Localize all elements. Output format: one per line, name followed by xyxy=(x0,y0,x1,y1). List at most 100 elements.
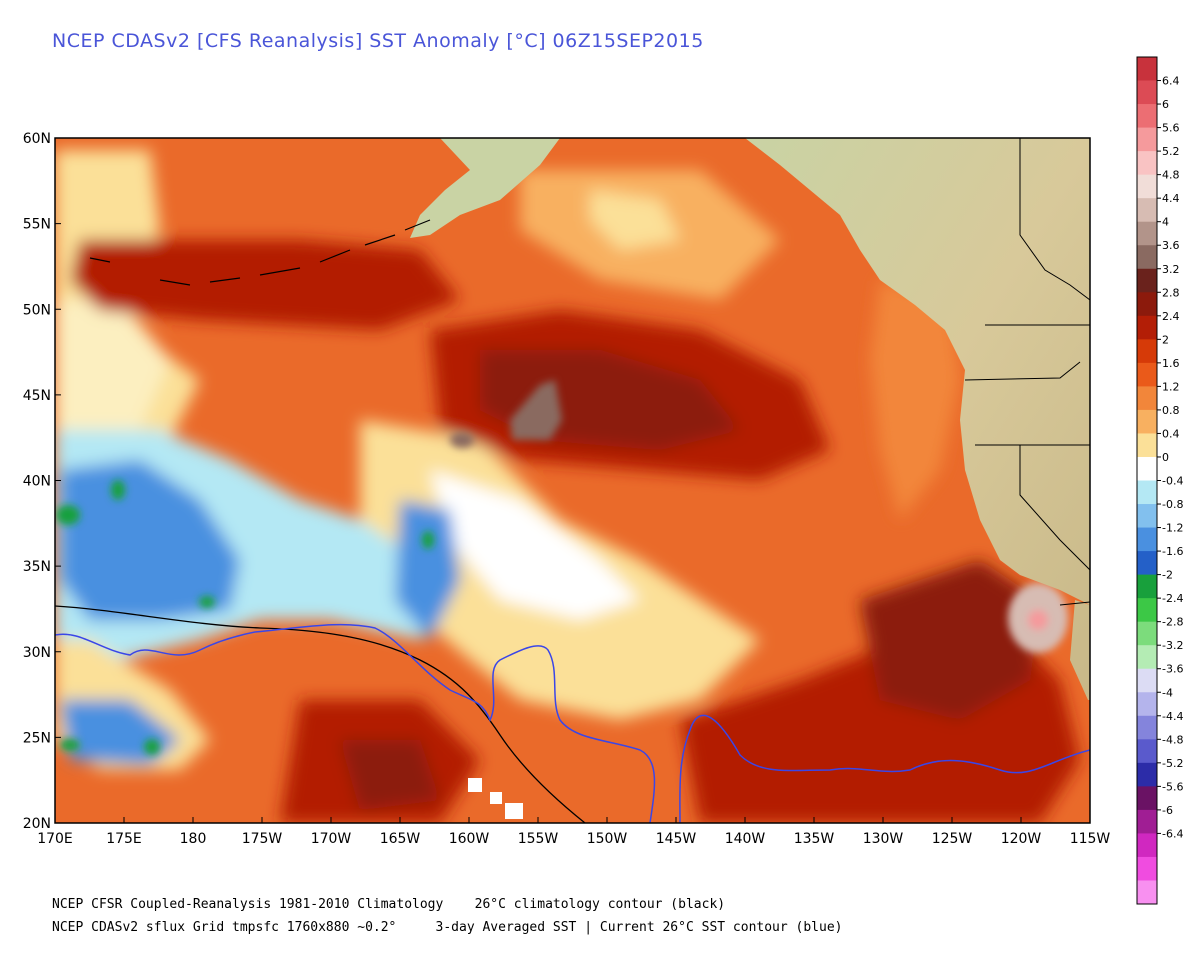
hawaii-islands xyxy=(468,778,523,819)
colorbar-swatch xyxy=(1137,598,1157,623)
lat-tick-label: 60N xyxy=(23,131,51,147)
colorbar-swatch xyxy=(1137,574,1157,599)
land-masses xyxy=(410,138,1090,700)
colorbar-label: -4.8 xyxy=(1162,733,1183,746)
colorbar-swatch xyxy=(1137,668,1157,693)
colorbar-label: 1.2 xyxy=(1162,380,1180,393)
colorbar-swatch xyxy=(1137,621,1157,646)
lon-tick-label: 170E xyxy=(37,831,73,847)
lon-tick-label: 115W xyxy=(1070,831,1111,847)
lon-tick-label: 135W xyxy=(794,831,835,847)
lon-tick-label: 160W xyxy=(449,831,490,847)
lat-tick-label: 20N xyxy=(23,816,51,832)
colorbar-swatch xyxy=(1137,268,1157,293)
colorbar-swatch xyxy=(1137,692,1157,717)
colorbar-label: 2.4 xyxy=(1162,310,1180,323)
colorbar-swatch xyxy=(1137,127,1157,152)
colorbar-label: 4.4 xyxy=(1162,192,1180,205)
colorbar-label: 2 xyxy=(1162,333,1169,346)
footer-climatology-note: NCEP CFSR Coupled-Reanalysis 1981-2010 C… xyxy=(52,897,726,912)
lat-tick-label: 45N xyxy=(23,388,51,404)
political-borders xyxy=(964,138,1090,606)
colorbar-label: -1.2 xyxy=(1162,522,1183,535)
lon-tick-label: 145W xyxy=(656,831,697,847)
lat-tick-label: 30N xyxy=(23,645,51,661)
colorbar-label: -4.4 xyxy=(1162,710,1183,723)
colorbar-swatch xyxy=(1137,504,1157,529)
colorbar-label: 4.8 xyxy=(1162,169,1180,182)
lon-tick-label: 155W xyxy=(518,831,559,847)
colorbar-label: -6 xyxy=(1162,804,1173,817)
colorbar-label: 6 xyxy=(1162,98,1169,111)
colorbar-swatch xyxy=(1137,362,1157,387)
lon-tick-label: 175W xyxy=(242,831,283,847)
colorbar-swatch xyxy=(1137,386,1157,411)
climatology-26c-contour xyxy=(55,605,586,823)
footer-data-note: NCEP CDASv2 sflux Grid tmpsfc 1760x880 ~… xyxy=(52,920,843,935)
colorbar-swatch xyxy=(1137,57,1157,82)
colorbar-swatch xyxy=(1137,762,1157,787)
colorbar-label: 3.2 xyxy=(1162,263,1180,276)
colorbar-swatch xyxy=(1137,104,1157,129)
colorbar-label: -1.6 xyxy=(1162,545,1183,558)
colorbar-label: -2 xyxy=(1162,569,1173,582)
colorbar-swatch xyxy=(1137,315,1157,340)
colorbar-label: -5.6 xyxy=(1162,780,1183,793)
colorbar: 6.4 6 5.6 5.2 4.8 4.4 4 3.6 3.2 2.8 2.4 2 1.6 1.2 0.8 0… xyxy=(1136,56,1183,905)
lon-tick-label: 120W xyxy=(1001,831,1042,847)
longitude-axis: 170E 175E 180 175W 170W 165W 160W 155W 150W 145W 1… xyxy=(37,817,1110,847)
colorbar-label: 1.6 xyxy=(1162,357,1180,370)
colorbar-swatch xyxy=(1137,245,1157,270)
colorbar-swatch xyxy=(1137,198,1157,223)
colorbar-label: -6.4 xyxy=(1162,827,1183,840)
anomaly-field xyxy=(55,138,1090,823)
colorbar-label: -3.2 xyxy=(1162,639,1183,652)
lat-tick-label: 50N xyxy=(23,302,51,318)
lon-tick-label: 125W xyxy=(932,831,973,847)
lon-tick-label: 170W xyxy=(311,831,352,847)
colorbar-swatch xyxy=(1137,856,1157,881)
colorbar-swatch xyxy=(1137,174,1157,199)
colorbar-swatch xyxy=(1137,339,1157,364)
colorbar-swatch xyxy=(1137,715,1157,740)
colorbar-label: 4 xyxy=(1162,216,1169,229)
colorbar-label: -4 xyxy=(1162,686,1173,699)
colorbar-swatch xyxy=(1137,739,1157,764)
colorbar-swatch xyxy=(1137,551,1157,576)
colorbar-swatch xyxy=(1137,527,1157,552)
colorbar-label: 3.6 xyxy=(1162,239,1180,252)
colorbar-label: -0.8 xyxy=(1162,498,1183,511)
lat-tick-label: 25N xyxy=(23,730,51,746)
latitude-axis: 60N 55N 50N 45N 40N 35N 30N 25N 20N xyxy=(23,131,61,832)
colorbar-swatch xyxy=(1137,809,1157,834)
current-26c-contour xyxy=(55,623,656,823)
lat-tick-label: 55N xyxy=(23,217,51,233)
colorbar-swatch xyxy=(1137,151,1157,176)
aleutian-islands xyxy=(89,219,431,286)
colorbar-label: -0.4 xyxy=(1162,475,1183,488)
lon-tick-label: 150W xyxy=(587,831,628,847)
colorbar-label: 0 xyxy=(1162,451,1169,464)
lat-tick-label: 35N xyxy=(23,559,51,575)
colorbar-swatch xyxy=(1137,80,1157,105)
map-title: NCEP CDASv2 [CFS Reanalysis] SST Anomaly… xyxy=(52,30,704,52)
colorbar-swatch xyxy=(1137,786,1157,811)
colorbar-label: 6.4 xyxy=(1162,75,1180,88)
colorbar-label: 2.8 xyxy=(1162,286,1180,299)
colorbar-swatch xyxy=(1137,292,1157,317)
colorbar-label: -2.8 xyxy=(1162,616,1183,629)
current-26c-contour-east xyxy=(679,714,1090,823)
colorbar-label: -2.4 xyxy=(1162,592,1183,605)
colorbar-swatch xyxy=(1137,480,1157,505)
colorbar-label: 0.8 xyxy=(1162,404,1180,417)
colorbar-swatch xyxy=(1137,880,1157,905)
colorbar-swatch xyxy=(1137,456,1157,481)
colorbar-swatch xyxy=(1137,833,1157,858)
colorbar-swatch xyxy=(1137,433,1157,458)
lon-tick-label: 165W xyxy=(380,831,421,847)
colorbar-label: -3.6 xyxy=(1162,663,1183,676)
colorbar-swatch xyxy=(1137,221,1157,246)
lon-tick-label: 175E xyxy=(106,831,142,847)
lon-tick-label: 180 xyxy=(180,831,207,847)
